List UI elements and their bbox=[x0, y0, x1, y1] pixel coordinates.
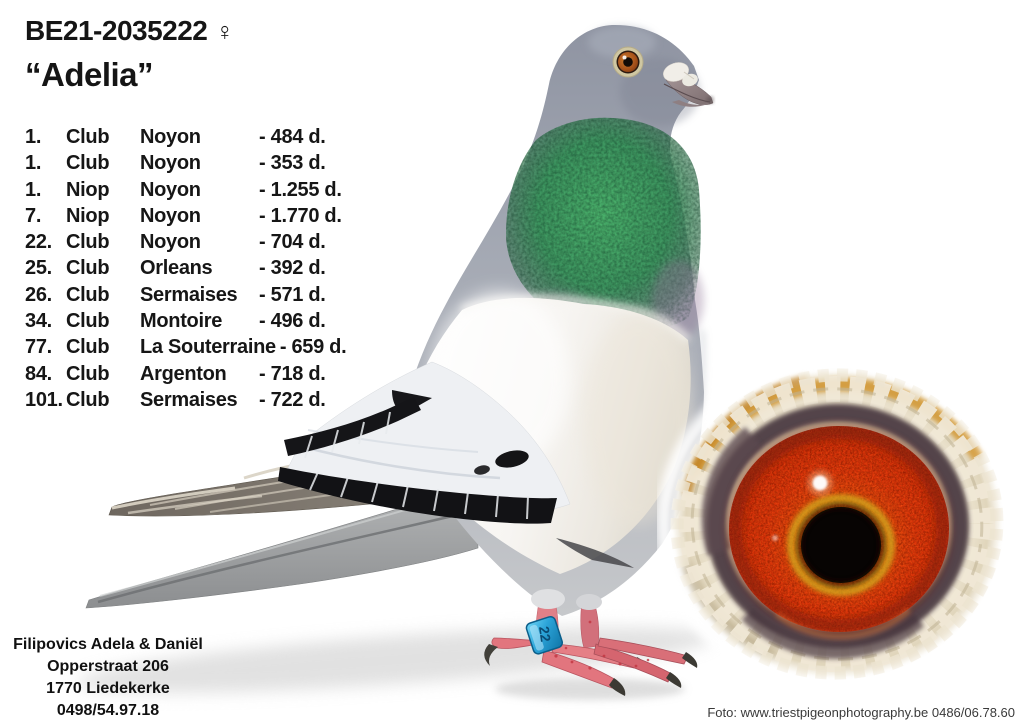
breeder-name: Filipovics Adela & Daniël bbox=[13, 636, 203, 653]
pigeon-eye bbox=[612, 46, 644, 78]
result-race: Orleans bbox=[140, 257, 213, 280]
eye-vignette bbox=[657, 354, 1018, 694]
result-position: 1. bbox=[25, 126, 42, 148]
result-row: 26. Club Sermaises - 571 d. bbox=[25, 282, 346, 308]
result-row: 25. Club Orleans - 392 d. bbox=[25, 255, 346, 281]
result-race: La Souterraine bbox=[140, 336, 276, 359]
result-race: Noyon bbox=[140, 231, 201, 254]
result-category: Niop bbox=[66, 204, 110, 227]
result-distance: - 704 d. bbox=[259, 231, 326, 254]
ring-number: BE21-2035222 bbox=[25, 15, 208, 46]
ring-band: 22 bbox=[525, 615, 564, 655]
result-category: Club bbox=[66, 231, 110, 254]
result-row: 1. Club Noyon - 353 d. bbox=[25, 150, 346, 176]
result-race: Montoire bbox=[140, 310, 223, 333]
breeder-phone: 0498/54.97.18 bbox=[56, 702, 160, 719]
breeder-info: Filipovics Adela & Daniël Opperstraat 20… bbox=[0, 634, 216, 722]
eye-pupil bbox=[799, 505, 883, 585]
result-category: Club bbox=[66, 257, 110, 280]
breeder-street: Opperstraat 206 bbox=[47, 658, 169, 675]
result-category: Club bbox=[66, 362, 110, 385]
result-distance: - 722 d. bbox=[259, 388, 326, 411]
result-category: Club bbox=[66, 283, 110, 306]
eye-closeup-photo bbox=[657, 354, 1018, 694]
result-race: Noyon bbox=[140, 178, 201, 201]
result-category: Club bbox=[66, 336, 110, 359]
result-distance: - 659 d. bbox=[279, 336, 347, 359]
result-position: 22. bbox=[25, 231, 52, 254]
header: BE21-2035222 ♀ “Adelia” bbox=[25, 14, 234, 95]
cere bbox=[663, 62, 689, 82]
result-race: Argenton bbox=[140, 362, 227, 385]
result-position: 101. bbox=[25, 388, 63, 411]
result-category: Club bbox=[66, 152, 110, 175]
pigeon-wing-bars bbox=[278, 390, 634, 568]
result-row: 22. Club Noyon - 704 d. bbox=[25, 229, 346, 255]
pigeon-legs: 22 bbox=[484, 589, 698, 696]
results-list: 1. Club Noyon - 484 d. 1. Club Noyon - 353 d. 1.… bbox=[25, 124, 347, 413]
result-category: Club bbox=[66, 310, 110, 333]
result-category: Club bbox=[66, 126, 110, 148]
result-position: 84. bbox=[25, 362, 52, 385]
result-row: 101. Club Sermaises - 722 d. bbox=[25, 387, 346, 413]
result-distance: - 571 d. bbox=[259, 283, 326, 306]
ring-number-line: BE21-2035222 ♀ bbox=[25, 14, 234, 49]
result-distance: - 353 d. bbox=[259, 152, 326, 175]
female-symbol-icon: ♀ bbox=[215, 18, 234, 46]
pigeon-name: “Adelia” bbox=[25, 56, 154, 93]
result-race: Sermaises bbox=[140, 283, 238, 306]
result-row: 77. Club La Souterraine - 659 d. bbox=[25, 334, 347, 360]
result-distance: - 718 d. bbox=[259, 362, 326, 385]
result-race: Noyon bbox=[140, 152, 201, 175]
result-race: Noyon bbox=[140, 204, 201, 227]
result-distance: - 1.770 d. bbox=[259, 204, 342, 227]
eye-iris bbox=[728, 425, 950, 640]
result-distance: - 484 d. bbox=[259, 126, 326, 148]
result-category: Niop bbox=[66, 178, 110, 201]
result-distance: - 496 d. bbox=[259, 310, 326, 333]
result-position: 26. bbox=[25, 283, 52, 306]
photo-credit: Foto: www.triestpigeonphotography.be 048… bbox=[707, 705, 1015, 720]
ring-band-number: 22 bbox=[536, 625, 554, 643]
eye-highlight bbox=[772, 470, 833, 541]
result-position: 7. bbox=[25, 204, 42, 227]
result-position: 1. bbox=[25, 152, 42, 175]
result-distance: - 1.255 d. bbox=[259, 178, 342, 201]
result-position: 1. bbox=[25, 178, 42, 201]
result-position: 25. bbox=[25, 257, 52, 280]
result-row: 7. Niop Noyon - 1.770 d. bbox=[25, 203, 346, 229]
result-row: 34. Club Montoire - 496 d. bbox=[25, 308, 346, 334]
pigeon-head bbox=[588, 26, 714, 513]
result-race: Noyon bbox=[140, 126, 201, 148]
result-row: 84. Club Argenton - 718 d. bbox=[25, 361, 346, 387]
result-distance: - 392 d. bbox=[259, 257, 326, 280]
breeder-city: 1770 Liedekerke bbox=[46, 680, 170, 697]
result-position: 77. bbox=[25, 336, 52, 359]
result-category: Club bbox=[66, 388, 110, 411]
result-position: 34. bbox=[25, 310, 52, 333]
result-row: 1. Club Noyon - 484 d. bbox=[25, 124, 346, 150]
result-race: Sermaises bbox=[140, 388, 238, 411]
result-row: 1. Niop Noyon - 1.255 d. bbox=[25, 177, 346, 203]
